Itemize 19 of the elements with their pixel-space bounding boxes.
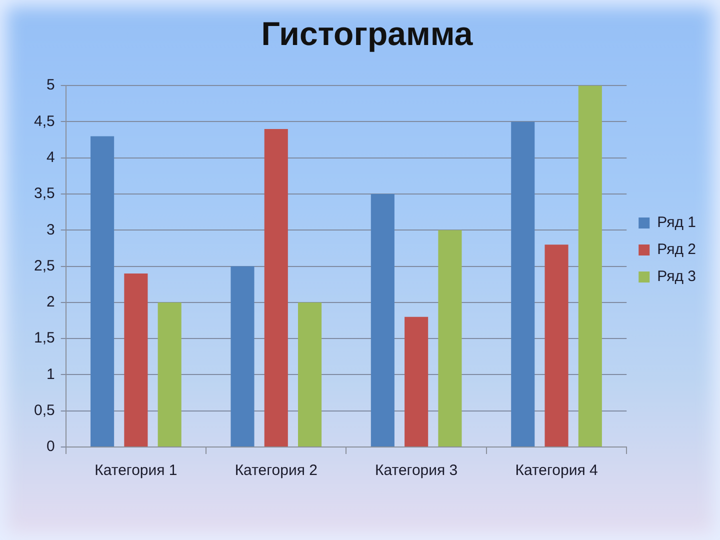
x-tick-label: Категория 3 — [375, 462, 458, 480]
y-tick-label: 1,5 — [34, 330, 55, 347]
y-tick-label: 5 — [46, 76, 55, 94]
y-tick-label: 1 — [46, 366, 55, 383]
y-tick-label: 3,5 — [34, 185, 55, 202]
y-tick-label: 4,5 — [34, 112, 55, 130]
chart-title: Гистограмма — [261, 14, 474, 52]
legend-label: Ряд 2 — [657, 241, 696, 258]
y-tick-label: 4 — [46, 149, 55, 166]
legend-label: Ряд 1 — [657, 214, 696, 232]
x-tick-label: Категория 1 — [94, 462, 178, 480]
x-tick-label: Категория 4 — [515, 462, 598, 480]
y-tick-label: 3 — [46, 221, 55, 238]
y-tick-label: 2,5 — [34, 257, 55, 274]
y-tick-label: 0 — [46, 438, 55, 456]
legend-label: Ряд 3 — [657, 268, 696, 286]
x-tick-label: Категория 2 — [234, 462, 318, 480]
y-tick-label: 0,5 — [34, 402, 55, 419]
y-tick-label: 2 — [46, 294, 55, 311]
